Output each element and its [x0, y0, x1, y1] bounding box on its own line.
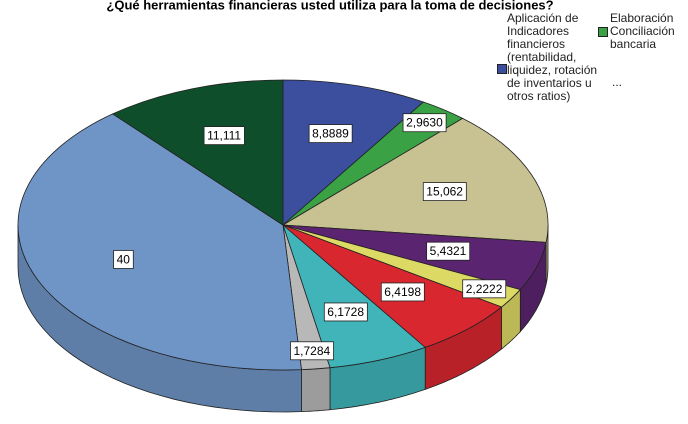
- legend-swatch: [497, 64, 507, 74]
- slice: [281, 117, 549, 243]
- chart-title: ¿Qué herramientas financieras usted util…: [106, 0, 553, 12]
- data-label-box: [323, 302, 368, 322]
- data-label-box: [113, 250, 134, 269]
- data-label: 2,2222: [466, 282, 503, 296]
- data-label-box: [462, 279, 507, 299]
- legend-label: Elaboración Conciliación bancaria: [610, 11, 675, 51]
- data-label-box: [422, 182, 467, 201]
- data-label-box: [308, 124, 353, 143]
- data-label: 15,062: [426, 185, 463, 199]
- slice: [282, 79, 425, 226]
- data-label: 5,4321: [430, 244, 467, 258]
- data-label: 11,111: [207, 129, 241, 143]
- slice: [111, 79, 284, 226]
- data-label: 6,4198: [384, 285, 421, 299]
- legend-more: ...: [612, 75, 623, 89]
- data-label: 1,7284: [294, 344, 331, 358]
- slice-side: [301, 367, 331, 412]
- data-label-box: [290, 341, 334, 361]
- data-label-box: [380, 282, 425, 302]
- slice: [17, 113, 302, 371]
- data-label: 40: [117, 252, 131, 266]
- legend-swatch: [598, 27, 608, 37]
- data-label: 8,8889: [312, 127, 349, 141]
- data-label-box: [402, 113, 447, 133]
- data-label: 2,9630: [406, 116, 443, 130]
- data-label-box: [426, 241, 471, 261]
- data-label-box: [203, 126, 245, 146]
- data-label: 6,1728: [327, 305, 364, 319]
- legend-label: Aplicación de Indicadores financieros (r…: [507, 11, 598, 103]
